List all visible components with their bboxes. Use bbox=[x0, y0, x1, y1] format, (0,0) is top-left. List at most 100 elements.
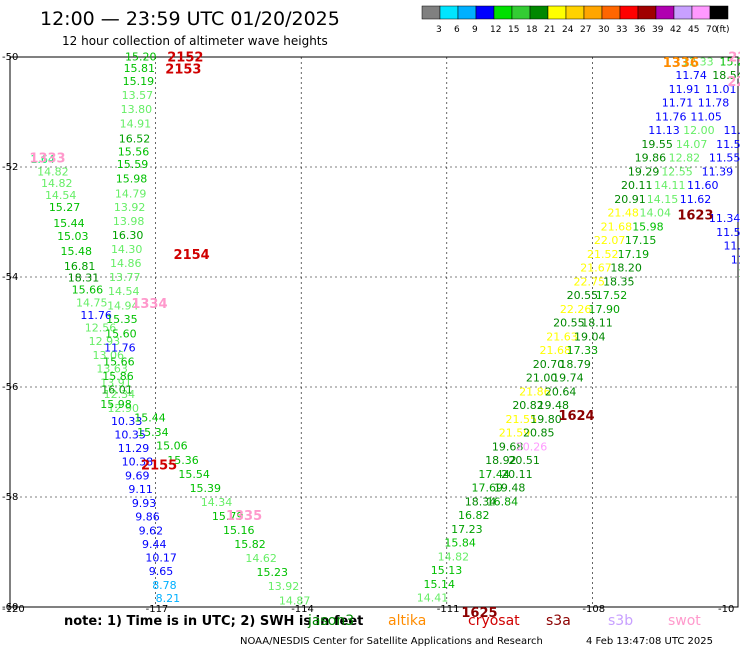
colorbar-label: 42 bbox=[670, 25, 681, 35]
colorbar-swatch bbox=[493, 5, 513, 20]
x-tick-label: -114 bbox=[291, 604, 314, 615]
wave-height-point: 20.26 bbox=[516, 440, 548, 453]
colorbar-label: 12 bbox=[490, 25, 501, 35]
wave-height-point: 13.77 bbox=[109, 271, 140, 284]
wave-height-point: 19.55 bbox=[641, 138, 673, 151]
wave-height-point: 15.98 bbox=[116, 172, 148, 185]
wave-height-point: 9.93 bbox=[132, 497, 157, 510]
wave-height-point: 11.60 bbox=[687, 179, 719, 192]
wave-height-point: 15.81 bbox=[124, 62, 155, 75]
wave-height-point: 14.75 bbox=[76, 297, 108, 310]
wave-height-point: 13.91 bbox=[100, 376, 132, 389]
wave-height-point: 11.71 bbox=[662, 97, 694, 110]
chart-subtitle: 12 hour collection of altimeter wave hei… bbox=[62, 34, 328, 48]
wave-height-point: 19.68 bbox=[492, 440, 524, 453]
wave-height-point: 17.19 bbox=[618, 248, 650, 261]
wave-height-point: 17.44 bbox=[478, 468, 510, 481]
wave-height-point: 21.52 bbox=[587, 248, 619, 261]
wave-height-point: 15.60 bbox=[105, 328, 137, 341]
wave-height-point: 14.87 bbox=[279, 594, 311, 607]
wave-height-point: 15.86 bbox=[102, 370, 134, 383]
wave-height-point: 9.62 bbox=[139, 524, 164, 537]
colorbar-label: 45 bbox=[688, 25, 699, 35]
wave-height-point: 13.92 bbox=[114, 201, 145, 214]
wave-height-point: 11.56 bbox=[716, 138, 740, 151]
wave-height-point: 14.54 bbox=[108, 285, 139, 298]
pass-time-label: 2152 bbox=[167, 50, 203, 65]
wave-height-point: 19.48 bbox=[538, 399, 570, 412]
wave-height-point: 20.85 bbox=[523, 427, 555, 440]
colorbar-swatch bbox=[475, 5, 495, 20]
wave-height-point: 15.66 bbox=[72, 284, 104, 297]
colorbar-label: 70 bbox=[706, 25, 718, 35]
x-tick-label: -117 bbox=[146, 604, 169, 615]
wave-height-point: 17.15 bbox=[625, 234, 657, 247]
wave-height-point: 11.76 bbox=[80, 309, 112, 322]
wave-height-point: 10.17 bbox=[145, 551, 177, 564]
wave-height-point: 20.70 bbox=[533, 358, 565, 371]
colorbar-swatch bbox=[655, 5, 675, 20]
colorbar-label: 9 bbox=[472, 25, 478, 35]
wave-height-point: 15.13 bbox=[431, 564, 463, 577]
wave-height-point: 9.44 bbox=[142, 538, 167, 551]
axes: -120 -117 -114 -111 -108 -10 -60 -58 -56 -54 -52 -5… bbox=[2, 52, 734, 615]
wave-height-point: 14.11 bbox=[654, 179, 686, 192]
wave-height-point: 11.34 bbox=[709, 212, 740, 225]
satellite-legend: jason3 altika cryosat s3a s3b swot bbox=[307, 613, 701, 629]
wave-height-point: 11.52 bbox=[716, 226, 740, 239]
y-tick-label: -56 bbox=[2, 382, 18, 393]
wave-height-point: 15.27 bbox=[49, 201, 81, 214]
colorbar: 3 6 9 12 15 18 21 24 27 30 33 36 39 42 45 70(ft) bbox=[421, 5, 730, 35]
colorbar-label: 39 bbox=[652, 25, 664, 35]
pass-time-label: 1336 bbox=[663, 56, 699, 71]
wave-height-point: 11.05 bbox=[690, 110, 722, 123]
wave-height-point: 21.59 bbox=[499, 427, 531, 440]
wave-height-point: 19.86 bbox=[635, 152, 667, 165]
wave-height-point: 20.51 bbox=[508, 454, 540, 467]
wave-height-point: 11.13 bbox=[648, 124, 680, 137]
wave-height-point: 17.23 bbox=[451, 523, 483, 536]
y-tick-label: -50 bbox=[2, 52, 18, 63]
wave-height-point: 19.80 bbox=[530, 413, 562, 426]
colorbar-label: 3 bbox=[436, 25, 442, 35]
wave-height-point: 15.23 bbox=[257, 566, 289, 579]
wave-height-point: 20.11 bbox=[501, 468, 533, 481]
colorbar-swatch bbox=[565, 5, 585, 20]
wave-height-point: 21.55 bbox=[506, 413, 538, 426]
x-tick-label: -120 bbox=[2, 604, 25, 615]
colorbar-label: 6 bbox=[454, 25, 460, 35]
y-tick-label: -54 bbox=[2, 272, 18, 283]
wave-height-point: 18.54 bbox=[712, 69, 740, 82]
wave-height-point: 22.07 bbox=[594, 234, 626, 247]
wave-height-point: 16.30 bbox=[112, 229, 144, 242]
wave-height-point: 14.34 bbox=[201, 496, 233, 509]
wave-height-point: 18.34 bbox=[465, 495, 497, 508]
plot-frame bbox=[9, 56, 739, 608]
pass-time-label: 2153 bbox=[165, 63, 201, 78]
wave-height-point: 12.82 bbox=[669, 152, 701, 165]
wave-height-point: 14.82 bbox=[37, 165, 69, 178]
pass-time-label: 1334 bbox=[131, 297, 167, 312]
wave-height-point: 16.84 bbox=[487, 495, 518, 508]
wave-height-point: 12.55 bbox=[661, 165, 693, 178]
y-tick-label: -52 bbox=[2, 162, 18, 173]
wave-height-point: 15.98 bbox=[100, 398, 132, 411]
wave-height-point: 21.48 bbox=[607, 207, 639, 220]
wave-height-point: 20.55 bbox=[553, 317, 585, 330]
wave-height-point: 20.82 bbox=[512, 399, 544, 412]
x-tick-label: -111 bbox=[437, 604, 460, 615]
satellite-name: s3a bbox=[546, 613, 571, 629]
colorbar-label: 33 bbox=[616, 25, 627, 35]
wave-height-point: 11.74 bbox=[675, 69, 707, 82]
wave-height-point: 14.54 bbox=[45, 189, 77, 202]
wave-height-point: 15.03 bbox=[57, 230, 89, 243]
wave-height-point: 11.41 bbox=[723, 124, 740, 137]
wave-height-point: 14.82 bbox=[41, 177, 73, 190]
wave-height-point: 13.98 bbox=[113, 215, 144, 228]
footnote: note: 1) Time is in UTC; 2) SWH is in fe… bbox=[64, 614, 363, 629]
wave-height-point: 8.21 bbox=[156, 592, 181, 605]
wave-height-point: 15.34 bbox=[137, 426, 169, 439]
wave-height-point: 17.90 bbox=[589, 303, 621, 316]
wave-height-point: 14.91 bbox=[120, 117, 152, 130]
wave-height-point: 15.66 bbox=[103, 356, 134, 369]
